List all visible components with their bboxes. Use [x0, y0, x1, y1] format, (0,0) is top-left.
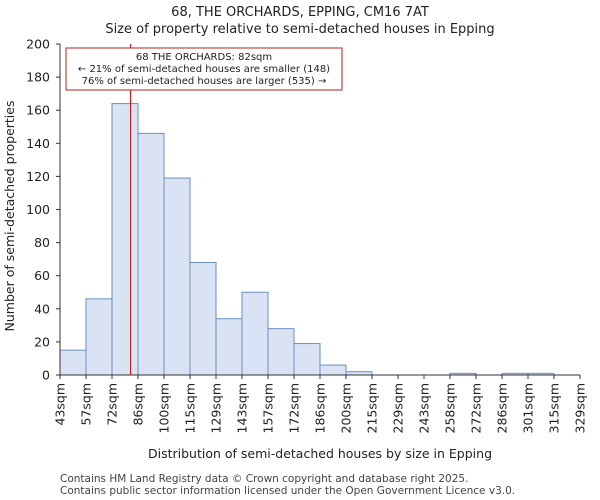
x-tick-label: 172sqm	[287, 383, 302, 433]
x-axis: 43sqm 57sqm 72sqm 86sqm 100sqm 115sqm 129sqm 14…	[53, 375, 588, 433]
histogram-bar	[267, 328, 295, 376]
histogram-bar	[59, 349, 87, 376]
histogram-bar	[319, 364, 347, 376]
chart-subtitle: Size of property relative to semi-detach…	[105, 22, 494, 37]
y-tick-label: 140	[26, 136, 50, 151]
x-tick-label: 100sqm	[157, 383, 172, 433]
x-tick-label: 115sqm	[183, 383, 198, 433]
histogram-bar	[189, 261, 217, 376]
histogram-bar	[163, 177, 191, 376]
y-axis-label: Number of semi-detached properties	[2, 101, 17, 332]
x-tick-label: 329sqm	[573, 383, 588, 433]
y-tick-label: 100	[26, 202, 50, 217]
histogram-bar	[137, 132, 165, 376]
x-tick-label: 186sqm	[313, 383, 328, 433]
bars-group	[59, 103, 555, 376]
x-tick-label: 86sqm	[131, 383, 146, 426]
histogram-bar	[293, 343, 321, 376]
annotation-line-3: 76% of semi-detached houses are larger (…	[82, 76, 327, 87]
annotation-line-1: 68 THE ORCHARDS: 82sqm	[136, 52, 272, 63]
y-tick-label: 60	[34, 268, 50, 283]
y-tick-label: 20	[34, 334, 50, 349]
y-tick-label: 160	[26, 103, 50, 118]
x-tick-label: 57sqm	[79, 383, 94, 426]
y-tick-label: 40	[34, 301, 50, 316]
histogram-bar	[111, 103, 139, 376]
y-tick-label: 180	[26, 70, 50, 85]
x-axis-label: Distribution of semi-detached houses by …	[148, 446, 492, 461]
x-tick-label: 243sqm	[417, 383, 432, 433]
histogram-bar	[215, 318, 243, 376]
x-tick-label: 272sqm	[469, 383, 484, 433]
x-tick-label: 215sqm	[365, 383, 380, 433]
x-tick-label: 258sqm	[443, 383, 458, 433]
annotation-box: 68 THE ORCHARDS: 82sqm ← 21% of semi-det…	[65, 47, 343, 91]
footer-line-2: Contains public sector information licen…	[60, 485, 515, 497]
y-axis: 0 20 40 60 80 100 120 140 160 180 200	[26, 37, 60, 383]
y-tick-label: 200	[26, 37, 50, 52]
x-tick-label: 129sqm	[209, 383, 224, 433]
x-tick-label: 157sqm	[261, 383, 276, 433]
y-tick-label: 80	[34, 235, 50, 250]
x-tick-label: 72sqm	[105, 383, 120, 426]
x-tick-label: 301sqm	[521, 383, 536, 433]
x-tick-label: 43sqm	[53, 383, 68, 426]
footer-line-1: Contains HM Land Registry data © Crown c…	[60, 473, 468, 485]
x-tick-label: 200sqm	[339, 383, 354, 433]
x-tick-label: 143sqm	[235, 383, 250, 433]
chart-title: 68, THE ORCHARDS, EPPING, CM16 7AT	[171, 5, 429, 20]
histogram-bar	[241, 291, 269, 376]
x-tick-label: 286sqm	[495, 383, 510, 433]
annotation-line-2: ← 21% of semi-detached houses are smalle…	[78, 64, 330, 75]
x-tick-label: 315sqm	[547, 383, 562, 433]
y-tick-label: 0	[42, 368, 50, 383]
x-tick-label: 229sqm	[391, 383, 406, 433]
y-tick-label: 120	[26, 169, 50, 184]
histogram-bar	[85, 298, 113, 376]
